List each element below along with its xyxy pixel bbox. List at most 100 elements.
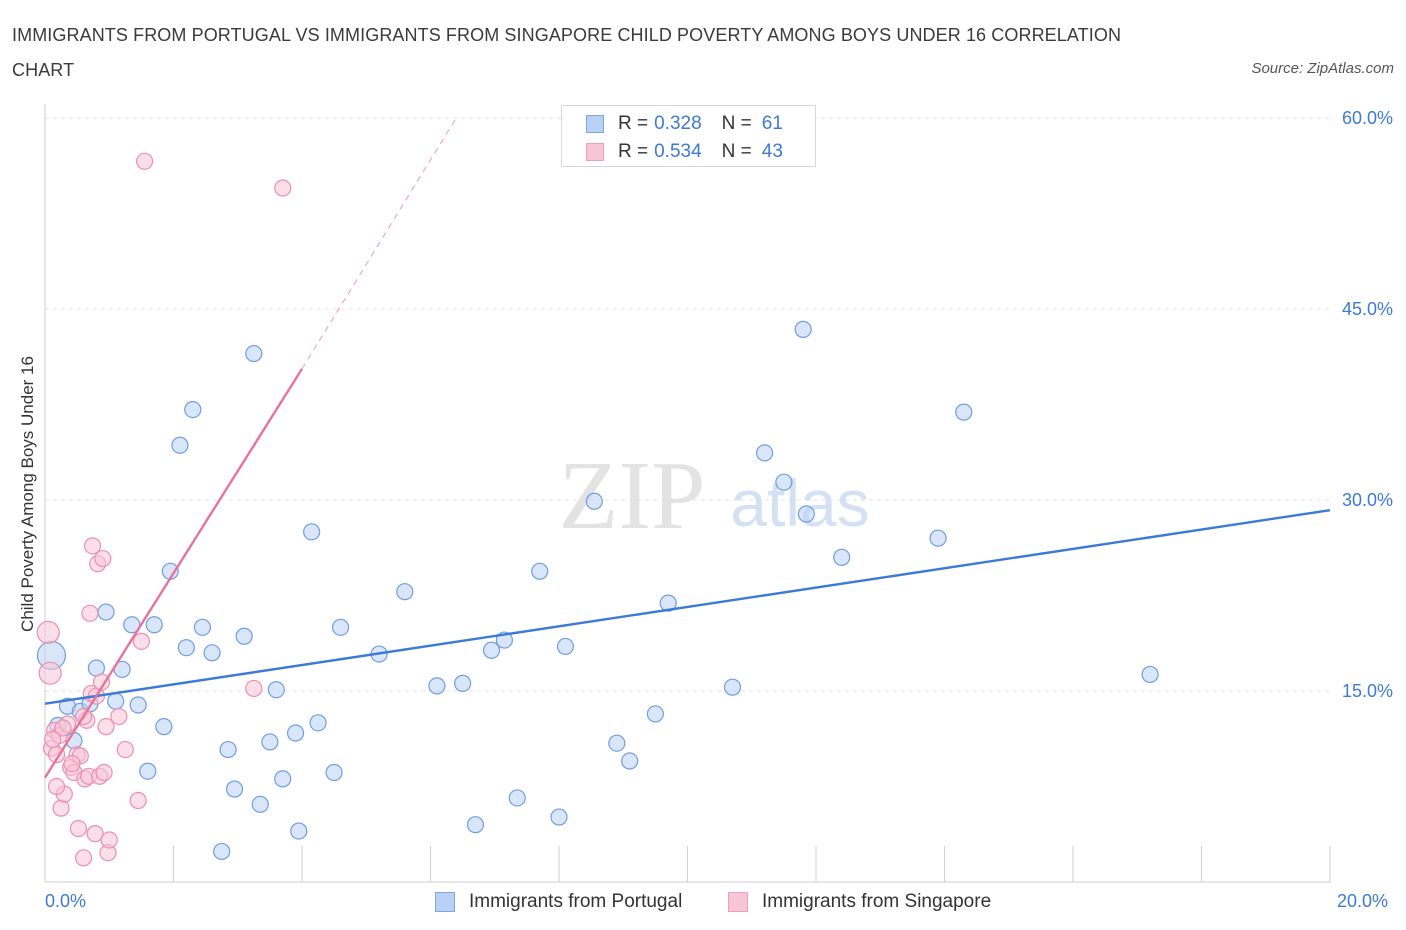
watermark-atlas: atlas [730,466,869,540]
data-point [171,436,189,454]
data-point [267,681,285,699]
data-point [309,714,327,732]
data-point [52,799,70,817]
data-point [274,770,292,788]
data-point [92,673,111,691]
data-point [94,549,112,568]
axes [44,104,1331,883]
data-point [219,740,237,759]
data-point [723,678,742,696]
data-point [225,780,244,798]
series-singapore [36,152,292,867]
data-point [245,679,263,698]
data-point [646,705,664,723]
trend-line-portugal [44,509,1331,705]
data-point [245,344,263,363]
bottom-legend-singapore: Immigrants from Singapore [728,890,991,914]
series-portugal [36,320,1159,861]
legend-row-singapore: R = 0.534 N = 43 [586,139,783,165]
legend-r-label: R = [618,113,649,134]
data-point [47,777,66,796]
legend-r-value: 0.534 [654,141,702,162]
x-tick-label-max: 20.0% [1337,891,1389,911]
y-tick-label: 45.0% [1342,299,1393,319]
data-point [482,641,501,659]
data-point [116,740,134,759]
correlation-legend: R = 0.328 N = 61 R = 0.534 N = 43 [561,105,816,167]
data-point [428,677,446,695]
data-point [621,752,639,770]
chart-title: IMMIGRANTS FROM PORTUGAL VS IMMIGRANTS F… [12,25,1122,80]
legend-n-label: N = [721,113,752,134]
data-point [155,718,173,736]
data-point [63,754,81,773]
grid-lines [45,117,1330,692]
data-point [107,692,125,710]
data-point [95,763,113,782]
data-point [100,831,118,849]
x-tick-label-min: 0.0% [45,891,87,911]
data-point [396,583,414,601]
data-point [139,762,157,780]
trend-line-singapore-extension [301,117,457,370]
data-point [531,562,549,580]
data-point [132,632,150,650]
data-point [466,816,485,834]
bottom-legend-portugal: Immigrants from Portugal [435,890,682,914]
legend-n-value: 43 [761,141,783,162]
data-point [213,842,231,861]
data-point [286,724,305,742]
data-point [86,825,104,843]
data-point [251,795,269,813]
y-axis-label: Child Poverty Among Boys Under 16 [18,356,37,632]
data-point [454,674,472,692]
data-point [929,529,947,547]
data-point [129,696,147,714]
data-point [608,734,626,752]
data-point [177,639,195,657]
bottom-legend-swatch-singapore [728,892,748,912]
y-tick-label: 60.0% [1342,108,1393,128]
bottom-legend-label-singapore: Immigrants from Singapore [762,891,992,912]
legend-n-label: N = [721,141,752,162]
watermark-zip: ZIP [559,442,706,550]
data-point [54,719,72,737]
data-point [955,403,973,421]
data-point [38,661,62,685]
data-point [135,152,154,170]
data-point [508,789,526,807]
y-tick-label: 30.0% [1342,490,1393,510]
data-point [659,594,677,612]
data-point [797,505,815,523]
data-point [36,620,60,645]
data-point [261,733,279,751]
legend-r-value: 0.328 [654,113,702,134]
data-point [44,730,62,748]
data-point [129,791,147,810]
data-point [69,819,88,838]
data-point [97,603,115,621]
legend-swatch-portugal [586,115,604,133]
data-point [74,849,93,867]
data-point [550,808,568,826]
data-point [755,444,774,462]
data-point [794,320,812,338]
bottom-legend-label-portugal: Immigrants from Portugal [469,891,683,912]
legend-r-label: R = [618,141,649,162]
trend-line-singapore [43,368,304,779]
data-point [290,822,308,840]
data-point [833,548,851,566]
legend-row-portugal: R = 0.328 N = 61 [586,111,783,137]
data-point [775,473,793,491]
source-label: Source: ZipAtlas.com [1251,60,1394,77]
data-point [203,644,221,662]
data-point [184,400,202,419]
legend-n-value: 61 [761,113,783,134]
data-point [303,523,321,541]
bottom-legend-swatch-portugal [435,892,455,912]
data-point [556,637,575,656]
data-point [193,618,212,636]
data-point [81,604,99,622]
data-point [1141,665,1159,684]
y-tick-label: 15.0% [1342,681,1393,701]
